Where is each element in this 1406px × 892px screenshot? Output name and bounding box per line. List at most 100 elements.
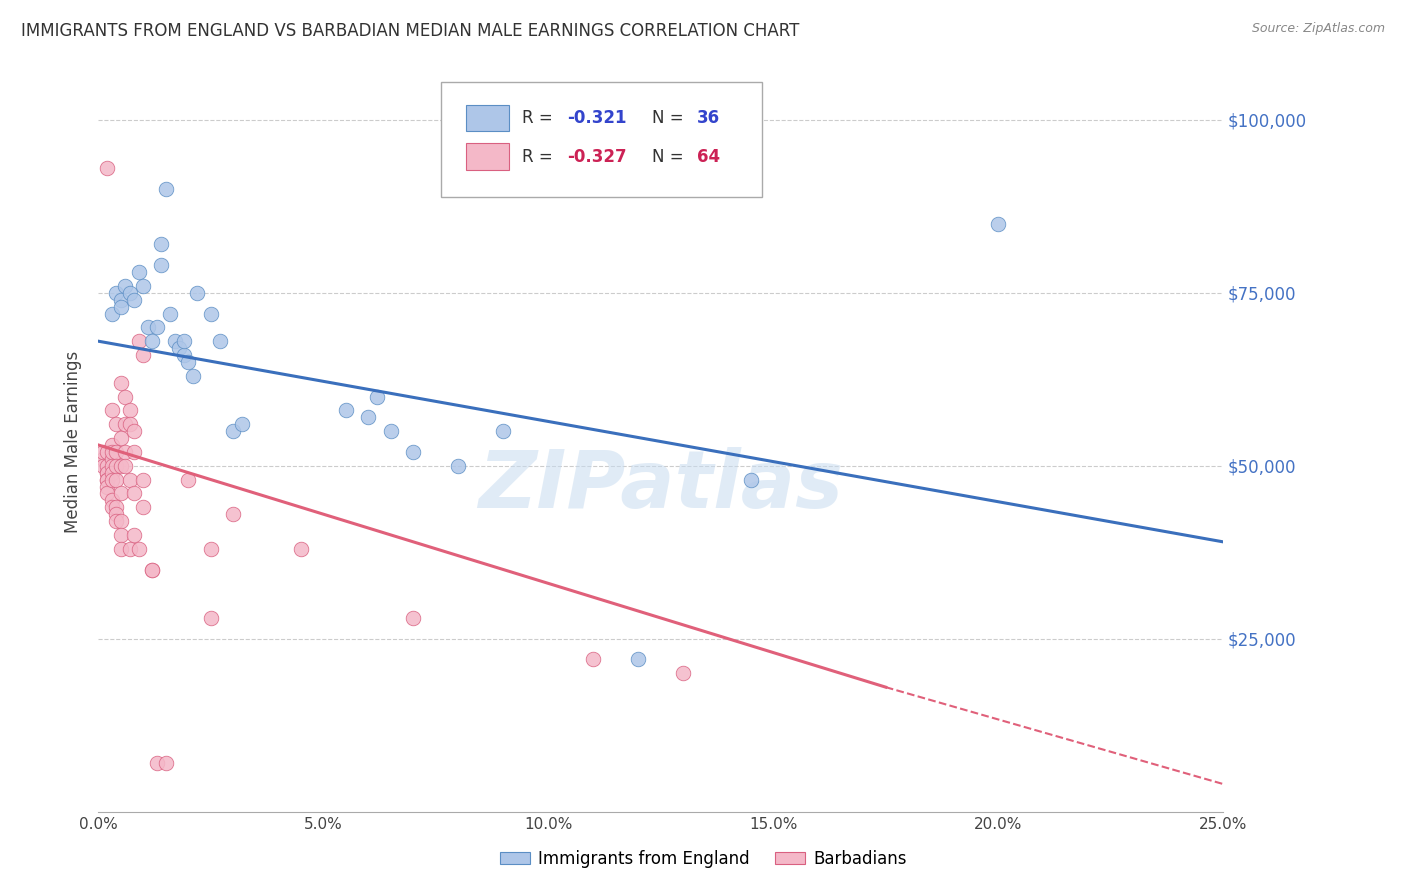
Point <box>105 507 128 521</box>
Point <box>96 473 118 487</box>
Point <box>105 445 128 459</box>
Point <box>101 493 124 508</box>
Point <box>105 417 128 432</box>
Point <box>96 473 118 487</box>
Point <box>124 528 146 542</box>
Point <box>91 451 114 466</box>
Point <box>118 417 141 432</box>
FancyBboxPatch shape <box>441 82 762 197</box>
Point <box>96 445 118 459</box>
Point <box>141 563 163 577</box>
Point <box>110 293 132 307</box>
Point <box>357 410 380 425</box>
Text: 36: 36 <box>697 109 720 127</box>
Point <box>114 278 136 293</box>
Point <box>200 541 222 556</box>
Point <box>118 285 141 300</box>
Point <box>124 424 146 438</box>
Point <box>141 563 163 577</box>
Point <box>96 458 118 473</box>
Point <box>177 473 200 487</box>
Point <box>114 417 136 432</box>
Point <box>110 458 132 473</box>
Point <box>110 300 132 314</box>
Text: R =: R = <box>523 109 558 127</box>
Point <box>173 348 195 362</box>
Point <box>105 458 128 473</box>
Point <box>146 756 169 771</box>
Point <box>186 285 208 300</box>
Point <box>124 445 146 459</box>
Point <box>402 445 425 459</box>
Point <box>96 466 118 480</box>
Point <box>110 541 132 556</box>
Point <box>101 458 124 473</box>
Point <box>222 507 245 521</box>
Point <box>155 182 177 196</box>
Point <box>200 306 222 320</box>
Point <box>101 451 124 466</box>
Point <box>91 458 114 473</box>
Text: ZIPatlas: ZIPatlas <box>478 447 844 525</box>
Text: 64: 64 <box>697 147 720 166</box>
Point <box>101 306 124 320</box>
Point <box>492 424 515 438</box>
Point <box>114 445 136 459</box>
Point <box>132 348 155 362</box>
Point <box>222 424 245 438</box>
Point <box>124 486 146 500</box>
Point <box>177 355 200 369</box>
Point <box>114 458 136 473</box>
Point <box>105 285 128 300</box>
Text: Source: ZipAtlas.com: Source: ZipAtlas.com <box>1251 22 1385 36</box>
Point <box>101 403 124 417</box>
Text: -0.327: -0.327 <box>568 147 627 166</box>
Point <box>231 417 253 432</box>
Point <box>627 652 650 666</box>
Point <box>110 528 132 542</box>
Point <box>155 756 177 771</box>
Point <box>101 500 124 515</box>
Y-axis label: Median Male Earnings: Median Male Earnings <box>65 351 83 533</box>
Point <box>96 161 118 176</box>
Text: IMMIGRANTS FROM ENGLAND VS BARBADIAN MEDIAN MALE EARNINGS CORRELATION CHART: IMMIGRANTS FROM ENGLAND VS BARBADIAN MED… <box>21 22 800 40</box>
Point <box>96 466 118 480</box>
Point <box>101 438 124 452</box>
FancyBboxPatch shape <box>467 144 509 169</box>
Point <box>110 376 132 390</box>
Point <box>101 473 124 487</box>
Point <box>128 265 150 279</box>
Point <box>146 320 169 334</box>
Point <box>672 666 695 681</box>
Point <box>447 458 470 473</box>
Point <box>105 473 128 487</box>
Point <box>91 445 114 459</box>
Point <box>101 445 124 459</box>
Text: R =: R = <box>523 147 558 166</box>
Point <box>114 390 136 404</box>
Text: N =: N = <box>652 147 689 166</box>
Point <box>118 473 141 487</box>
Point <box>159 306 181 320</box>
Point <box>136 320 159 334</box>
Point <box>105 500 128 515</box>
Point <box>132 473 155 487</box>
Point <box>128 541 150 556</box>
Text: N =: N = <box>652 109 689 127</box>
Point <box>150 237 173 252</box>
Point <box>366 390 388 404</box>
Point <box>101 466 124 480</box>
Point <box>128 334 150 349</box>
Point <box>110 514 132 528</box>
Point <box>200 611 222 625</box>
Point <box>169 341 191 355</box>
Point <box>181 368 204 383</box>
Point <box>582 652 605 666</box>
Point <box>335 403 357 417</box>
FancyBboxPatch shape <box>467 104 509 131</box>
Point <box>132 278 155 293</box>
Point <box>150 258 173 272</box>
Point <box>208 334 231 349</box>
Point <box>118 541 141 556</box>
Point <box>740 473 762 487</box>
